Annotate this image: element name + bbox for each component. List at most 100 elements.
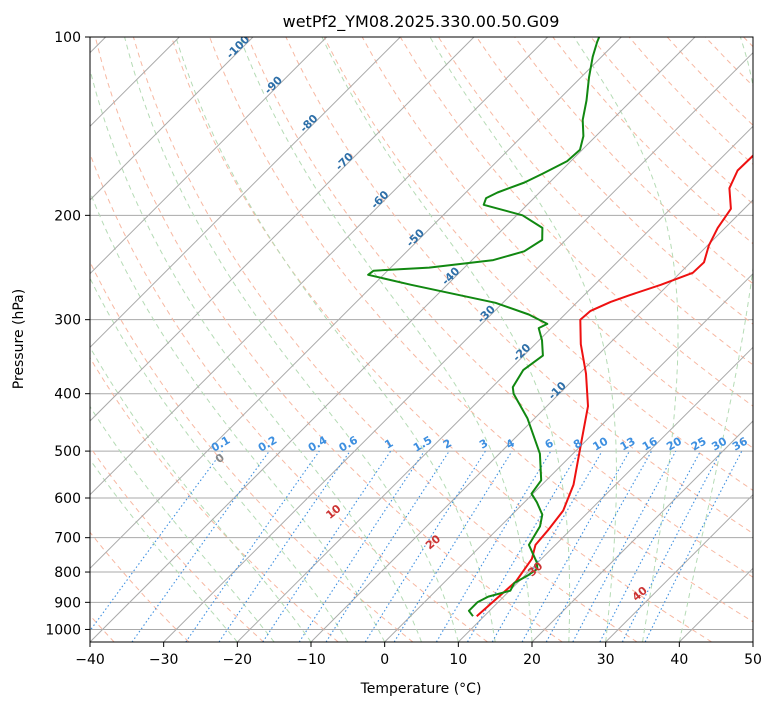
moist-adiabat-line [239,37,533,642]
isotherm-label: -70 [333,150,356,173]
temperature-line [476,154,753,617]
moist-adiabat-line [321,37,571,642]
mixing-ratio-line [545,450,653,642]
mixing-ratio-line [467,450,580,642]
y-tick-label: 500 [54,444,81,460]
y-tick-label: 200 [54,208,81,224]
x-tick-label: 20 [523,652,541,668]
isotherm-line [678,567,753,642]
chart-title: wetPf2_YM08.2025.330.00.50.G09 [283,12,560,32]
dry-adiabat-line [399,37,753,407]
moist-adiabats [90,37,753,642]
dewpoint-line [367,37,601,617]
mixing-ratio-line [325,450,450,642]
isotherm-line [236,125,753,642]
dry-adiabat-line [209,37,753,623]
isotherm-line [90,37,254,201]
dry-adiabat-line [90,260,414,642]
moist-adiabat-line [90,458,238,642]
x-tick-label: 10 [449,652,467,668]
x-axis-ticks: −40 −30 −20 −10 0 10 20 30 40 50 [75,642,762,668]
dry-adiabat-line [171,37,712,642]
isotherm-line [163,51,753,642]
isotherm-line [605,493,753,642]
dry-adiabat-line [666,37,753,126]
y-tick-label: 1000 [45,622,81,638]
y-tick-label: 300 [54,313,81,329]
x-tick-label: −10 [296,652,326,668]
moist-adiabat-line [90,277,349,642]
moist-adiabat-line [175,37,496,642]
dry-adiabat-line [90,531,190,642]
isotherm-line [531,420,753,642]
y-tick-label: 800 [54,565,81,581]
moist-adiabat-line [90,405,275,642]
dry-adiabat-label: 0 [213,451,227,466]
dry-adiabat-line [514,37,753,285]
mixing-ratio-label: 2 [441,437,454,452]
isotherm-label: -90 [262,73,285,96]
mixing-ratio-lines [90,450,743,642]
mixing-ratio-line [393,450,513,642]
plot-frame [89,36,754,643]
y-tick-label: 100 [54,30,81,46]
dry-adiabat-line [437,37,753,366]
dry-adiabat-line [590,37,753,205]
dry-adiabat-line [361,37,753,449]
dry-adiabat-line [743,37,753,48]
pressure-grid [90,37,753,630]
x-tick-label: 40 [670,652,688,668]
sounding-profiles [367,37,753,617]
mixing-ratio-line [521,450,630,642]
dry-adiabat-line [90,152,488,642]
isotherm-label: -40 [439,264,462,287]
isotherm-line [90,37,549,496]
mixing-ratio-line [644,450,743,642]
isotherm-line [457,346,753,642]
isotherm-line [90,37,696,642]
moist-adiabat-line [124,37,459,642]
dry-adiabat-line [90,446,264,642]
isotherm-line [384,272,753,642]
dry-adiabat-line [704,37,753,87]
mixing-ratio-line [90,450,223,632]
x-tick-label: −20 [223,652,253,668]
moist-adiabat-line [90,67,422,642]
y-axis-label: Pressure (hPa) [11,289,27,389]
isotherm-label: -80 [297,112,320,135]
mixing-ratio-line [572,450,677,642]
mixing-ratio-line [435,450,552,642]
isotherm-label: -20 [510,341,533,364]
moist-adiabat-line [573,37,679,642]
plot-area: 0.1 0.2 0.4 0.6 1 1.5 2 3 4 6 8 10 13 16 20 25 30 36-100-… [90,37,753,642]
x-tick-label: 0 [380,652,389,668]
mixing-ratio-label: 6 [543,436,556,451]
mixing-ratio-line [364,450,486,642]
isotherms [90,37,753,642]
mixing-ratio-line [298,450,425,642]
y-tick-label: 400 [54,387,81,403]
isotherm-label: -50 [404,226,427,249]
isotherm-line [310,199,753,642]
isotherm-line [90,37,475,422]
y-tick-label: 900 [54,595,81,611]
y-tick-label: 600 [54,491,81,507]
isotherm-label: -10 [546,379,569,402]
mixing-ratio-line [131,450,270,642]
y-tick-label: 700 [54,531,81,547]
mixing-ratio-line [262,450,392,642]
moist-adiabat-line [90,346,312,642]
y-axis-ticks: 100 200 300 400 500 600 700 800 900 1000 [45,30,90,638]
dry-adiabat-line [90,356,339,642]
dry-adiabat-line [132,37,638,642]
x-tick-label: 30 [597,652,615,668]
isotherm-label: -30 [475,303,498,326]
moist-adiabat-line [429,37,617,642]
x-tick-label: 50 [744,652,762,668]
dry-adiabat-line [94,37,563,642]
mixing-ratio-label: 3 [477,437,490,452]
dry-adiabats [90,37,753,642]
moist-adiabat-line [90,190,386,642]
mixing-ratio-line [185,450,320,642]
